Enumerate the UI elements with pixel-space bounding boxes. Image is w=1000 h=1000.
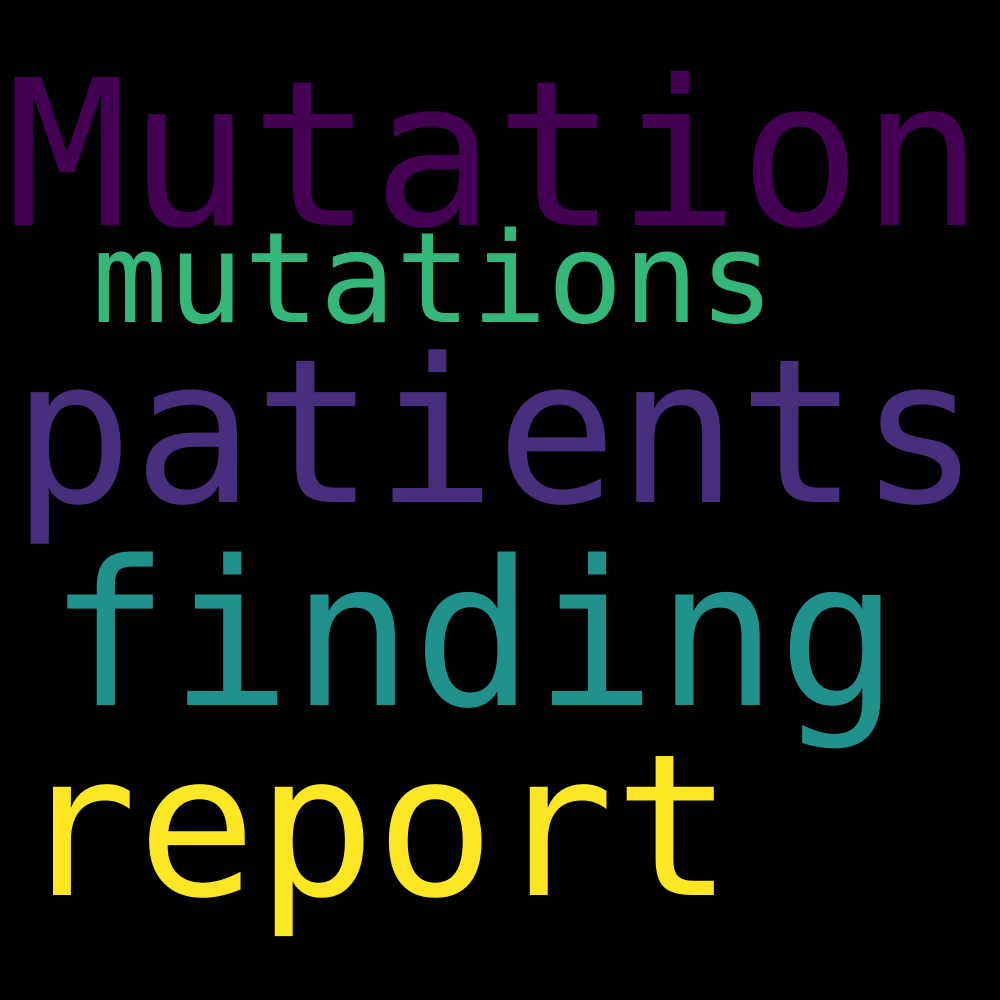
word: finding <box>48 517 899 753</box>
word: report <box>18 711 733 942</box>
word: patients <box>12 316 980 550</box>
word: Mutation <box>6 37 984 273</box>
word: mutations <box>92 205 775 352</box>
